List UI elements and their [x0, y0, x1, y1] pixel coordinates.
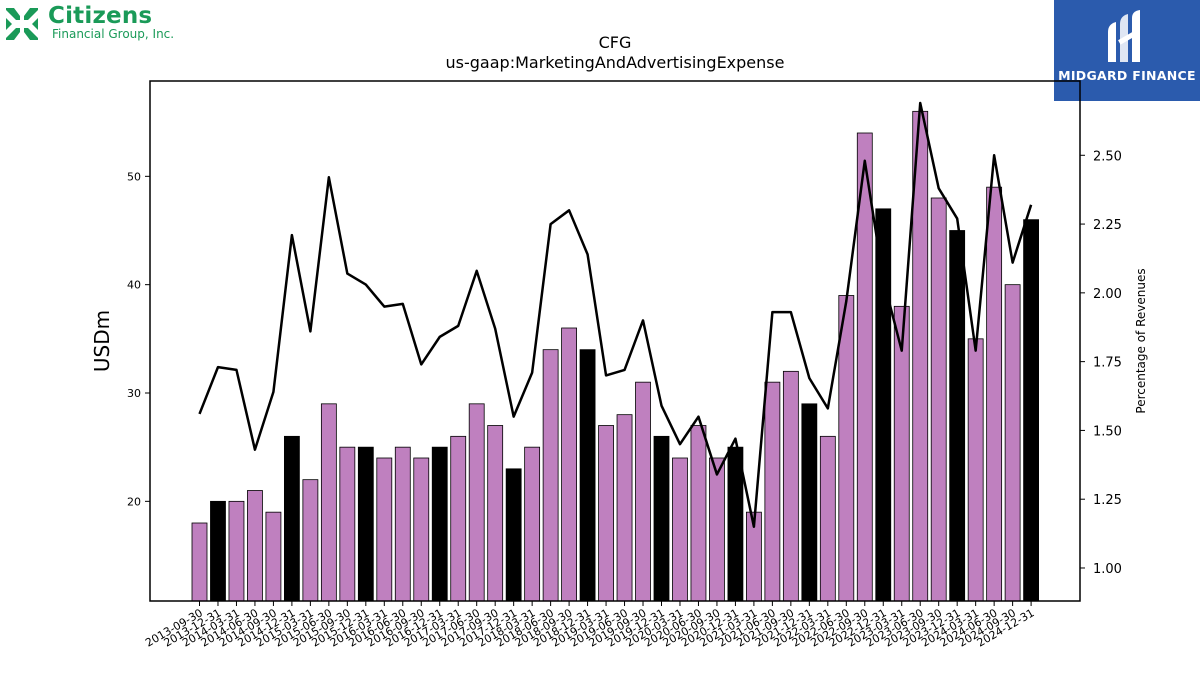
bar-layer [191, 110, 1039, 602]
citizens-brand-text: Citizens [48, 3, 153, 29]
bar-2022-03-31 [819, 435, 836, 602]
bar-2024-12-31 [1023, 219, 1039, 602]
bar-2019-06-30 [616, 414, 633, 602]
midgard-logo: MIDGARD FINANCE [1054, 0, 1200, 101]
y2-tick-label: 1.75 [1093, 356, 1122, 371]
bar-2021-09-30 [782, 370, 799, 602]
bar-2024-09-30 [1004, 284, 1021, 602]
bar-2013-12-31 [210, 500, 226, 602]
y2-tick-label: 1.50 [1093, 424, 1122, 439]
bar-2019-09-30 [635, 381, 651, 602]
bar-2018-03-31 [524, 446, 541, 602]
line-series [198, 101, 1033, 528]
bar-2017-06-30 [468, 403, 485, 602]
bar-2016-12-31 [431, 446, 448, 602]
bar-2022-06-30 [838, 295, 855, 602]
bar-2017-03-31 [450, 435, 467, 602]
citizens-logo: Citizens Financial Group, Inc. [4, 3, 194, 44]
bar-2020-09-30 [709, 457, 725, 602]
citizens-sub-text: Financial Group, Inc. [52, 27, 175, 41]
y2-tick-label: 2.50 [1093, 149, 1122, 164]
bar-2018-12-31 [579, 349, 596, 602]
bar-2021-12-31 [801, 403, 818, 602]
bar-2017-12-31 [505, 468, 522, 602]
bar-2016-09-30 [413, 457, 430, 602]
y2-tick-label: 2.00 [1093, 287, 1122, 302]
bar-2014-06-30 [247, 490, 263, 602]
bar-2015-03-31 [302, 479, 319, 602]
bar-2021-06-30 [764, 381, 781, 602]
y2-tick-label: 1.25 [1093, 493, 1122, 508]
bar-2018-06-30 [542, 349, 559, 602]
bar-2023-12-31 [949, 230, 966, 602]
plot-frame [149, 80, 1081, 602]
bar-2019-12-31 [653, 435, 670, 602]
bar-2020-06-30 [690, 425, 707, 602]
y2-tick-label: 1.00 [1093, 562, 1122, 577]
bar-2014-09-30 [265, 511, 282, 602]
bar-2022-12-31 [875, 208, 892, 602]
bar-2013-09-30 [191, 522, 208, 602]
y2-tick-label: 2.25 [1093, 218, 1122, 233]
bar-2024-03-31 [967, 338, 984, 602]
chart-title: CFG [599, 33, 632, 52]
y-axis-label: USDm [90, 310, 114, 372]
bar-2015-06-30 [320, 403, 337, 602]
bar-2020-03-31 [672, 457, 688, 602]
midgard-mark-icon [1108, 10, 1140, 62]
bar-2016-03-31 [376, 457, 393, 602]
y-tick-label: 50 [127, 170, 141, 183]
citizens-mark-icon [6, 8, 38, 40]
bar-2020-12-31 [727, 446, 744, 602]
y-tick-label: 20 [127, 495, 141, 508]
y2-axis-label: Percentage of Revenues [1134, 268, 1148, 413]
y-tick-label: 30 [127, 387, 141, 400]
bar-2018-09-30 [561, 327, 577, 602]
bar-2017-09-30 [487, 425, 504, 602]
bar-2015-09-30 [339, 446, 356, 602]
bar-2014-03-31 [228, 500, 245, 602]
bar-2014-12-31 [283, 435, 300, 602]
bar-2015-12-31 [357, 446, 374, 602]
bar-2016-06-30 [394, 446, 411, 602]
y-tick-label: 40 [127, 279, 141, 292]
midgard-name-text: MIDGARD FINANCE [1058, 68, 1196, 83]
bar-2019-03-31 [598, 425, 614, 602]
chart-subtitle: us-gaap:MarketingAndAdvertisingExpense [446, 53, 785, 72]
bar-2023-09-30 [930, 197, 947, 602]
bar-2024-06-30 [986, 186, 1003, 602]
line-layer [198, 101, 1033, 528]
